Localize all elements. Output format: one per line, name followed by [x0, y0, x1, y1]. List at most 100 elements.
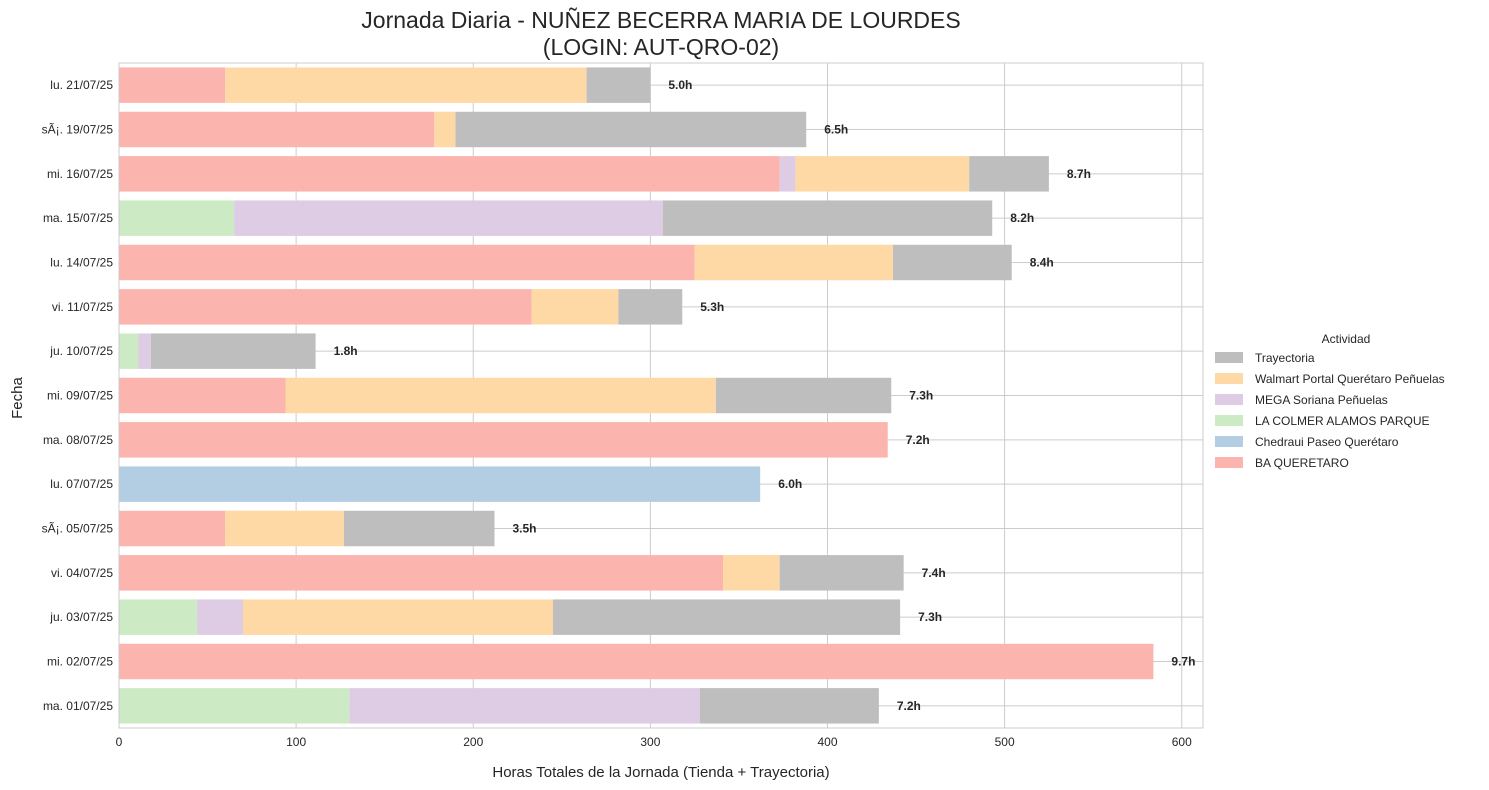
legend-label: Chedraui Paseo Querétaro — [1255, 435, 1399, 449]
bar-total-label: 5.0h — [668, 78, 692, 92]
bar-segment — [119, 555, 723, 591]
bar-segment — [715, 377, 892, 414]
bar-total-label: 8.4h — [1030, 256, 1054, 270]
legend-swatch — [1215, 373, 1243, 384]
y-tick-label: mi. 09/07/25 — [47, 389, 113, 403]
plot-frame — [118, 62, 1204, 729]
bar-segment — [196, 599, 243, 635]
bar-segment — [119, 289, 532, 325]
x-tick-label: 200 — [463, 735, 483, 749]
legend-items: Trayectoria Walmart Portal Querétaro Peñu… — [1215, 351, 1445, 470]
legend-label: Trayectoria — [1255, 351, 1315, 365]
bar-segment — [618, 289, 683, 325]
bar-segment — [893, 244, 1012, 281]
legend-swatch — [1215, 415, 1243, 426]
bars — [119, 67, 1154, 724]
bar-segment — [722, 555, 780, 591]
bar-segment — [349, 688, 700, 724]
bar-segment — [699, 688, 879, 724]
chart-title-line2: (LOGIN: AUT-QRO-02) — [543, 34, 779, 60]
legend-label: BA QUERETARO — [1255, 456, 1349, 470]
y-tick-label: sÃ¡. 19/07/25 — [42, 123, 114, 137]
bar-segment — [434, 111, 456, 148]
y-tick-label: ju. 03/07/25 — [49, 610, 113, 624]
bar-segment — [969, 156, 1049, 192]
bar-segment — [119, 643, 1154, 680]
x-tick-label: 0 — [116, 735, 123, 749]
bar-total-label: 8.7h — [1067, 167, 1091, 181]
bar-segment — [138, 333, 151, 369]
bar-segment — [795, 156, 970, 192]
bar-segment — [119, 111, 435, 148]
x-tick-label: 600 — [1172, 735, 1192, 749]
x-axis-ticks: 0 100 200 300 400 500 600 — [116, 735, 1192, 749]
legend-label: LA COLMER ALAMOS PARQUE — [1255, 414, 1430, 428]
legend-label: MEGA Soriana Peñuelas — [1255, 393, 1388, 407]
x-axis-label: Horas Totales de la Jornada (Tienda + Tr… — [492, 764, 829, 781]
bar-segment — [119, 422, 888, 458]
y-tick-label: lu. 14/07/25 — [50, 256, 113, 270]
y-tick-label: sÃ¡. 05/07/25 — [42, 522, 114, 536]
bar-segment — [119, 599, 197, 635]
bar-total-labels: 5.0h 6.5h 8.7h 8.2h 8.4h 5.3h 1.8h 7.3h 7.2h 6.0h… — [334, 78, 1196, 713]
legend-swatch — [1215, 436, 1243, 447]
bar-segment — [531, 289, 619, 325]
bar-segment — [586, 67, 651, 103]
x-tick-label: 300 — [640, 735, 660, 749]
bar-total-label: 7.3h — [909, 389, 933, 403]
bar-total-label: 6.0h — [778, 477, 802, 491]
bar-segment — [119, 156, 780, 192]
y-tick-label: ma. 15/07/25 — [43, 211, 113, 225]
bar-segment — [119, 200, 235, 236]
legend-swatch — [1215, 352, 1243, 363]
bar-total-label: 7.3h — [918, 610, 942, 624]
bar-total-label: 8.2h — [1010, 211, 1034, 225]
bar-segment — [225, 67, 587, 103]
bar-segment — [119, 510, 226, 547]
bar-total-label: 7.2h — [906, 433, 930, 447]
bar-segment — [119, 377, 286, 414]
x-tick-label: 500 — [995, 735, 1015, 749]
bar-segment — [234, 200, 663, 236]
y-tick-label: ju. 10/07/25 — [49, 344, 113, 358]
bar-total-label: 9.7h — [1171, 655, 1195, 669]
y-axis-ticks: lu. 21/07/25 sÃ¡. 19/07/25 mi. 16/07/25 ma.… — [42, 78, 114, 713]
y-tick-label: mi. 02/07/25 — [47, 655, 113, 669]
bar-segment — [225, 510, 344, 547]
y-tick-label: lu. 07/07/25 — [50, 477, 113, 491]
bar-segment — [285, 377, 716, 414]
y-tick-label: vi. 11/07/25 — [52, 300, 113, 314]
bar-segment — [694, 244, 894, 281]
bar-segment — [455, 111, 807, 148]
y-tick-label: lu. 21/07/25 — [50, 78, 113, 92]
bar-segment — [119, 67, 226, 103]
y-tick-label: mi. 16/07/25 — [47, 167, 113, 181]
bar-total-label: 7.2h — [897, 699, 921, 713]
bar-segment — [242, 599, 553, 635]
bar-segment — [150, 333, 316, 369]
y-tick-label: ma. 08/07/25 — [43, 433, 113, 447]
bar-segment — [119, 688, 350, 724]
y-tick-label: ma. 01/07/25 — [43, 699, 113, 713]
chart-title-line1: Jornada Diaria - NUÑEZ BECERRA MARIA DE … — [361, 7, 960, 33]
bar-segment — [552, 599, 901, 635]
y-tick-label: vi. 04/07/25 — [51, 566, 113, 580]
x-tick-label: 100 — [286, 735, 306, 749]
bar-total-label: 7.4h — [922, 566, 946, 580]
legend-label: Walmart Portal Querétaro Peñuelas — [1255, 372, 1445, 386]
bar-total-label: 5.3h — [700, 300, 724, 314]
bar-segment — [119, 244, 695, 281]
bar-total-label: 3.5h — [513, 522, 537, 536]
bar-segment — [119, 466, 761, 502]
legend: Actividad Trayectoria Walmart Portal Quer… — [1215, 332, 1445, 470]
x-tick-label: 400 — [817, 735, 837, 749]
bar-segment — [343, 510, 495, 547]
bar-segment — [779, 555, 904, 591]
y-axis-label: Fecha — [9, 377, 26, 419]
bar-segment — [119, 333, 139, 369]
bar-total-label: 1.8h — [334, 344, 358, 358]
legend-swatch — [1215, 457, 1243, 468]
bar-segment — [662, 200, 993, 236]
legend-title: Actividad — [1322, 332, 1371, 346]
